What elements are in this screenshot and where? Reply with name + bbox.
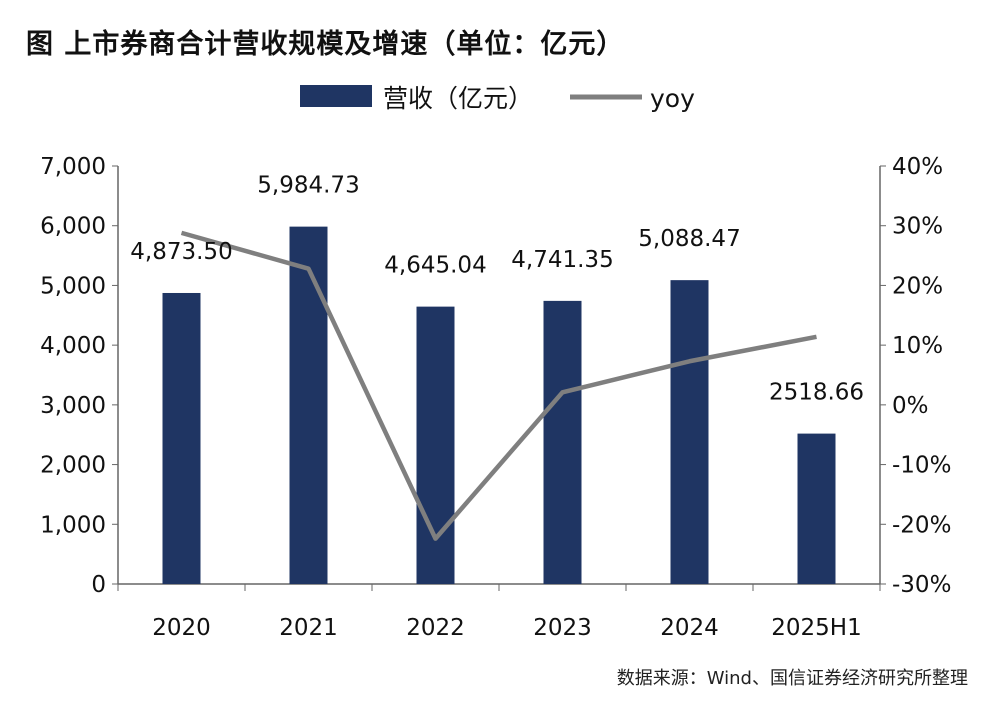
bar-2022 bbox=[416, 306, 455, 584]
right-tick-label: 30% bbox=[892, 214, 943, 240]
bar-2021 bbox=[289, 226, 328, 584]
bar-data-label: 5,088.47 bbox=[638, 226, 740, 252]
source-note: 数据来源：Wind、国信证券经济研究所整理 bbox=[616, 668, 968, 689]
bar-data-label: 4,741.35 bbox=[511, 247, 613, 273]
left-tick-label: 2,000 bbox=[40, 453, 106, 479]
bar-data-label: 5,984.73 bbox=[257, 173, 359, 199]
bar-2023 bbox=[543, 300, 582, 584]
left-tick-label: 6,000 bbox=[40, 214, 106, 240]
bar-data-label: 2518.66 bbox=[769, 380, 864, 406]
bar-2024 bbox=[670, 280, 709, 584]
left-tick-label: 7,000 bbox=[40, 154, 106, 180]
left-tick-label: 5,000 bbox=[40, 273, 106, 299]
right-tick-label: -20% bbox=[892, 512, 951, 538]
yoy-line bbox=[180, 230, 817, 541]
right-tick-label: -10% bbox=[892, 453, 951, 479]
bar-2020 bbox=[162, 292, 201, 584]
right-tick-label: 20% bbox=[892, 273, 943, 299]
bar-data-label: 4,645.04 bbox=[384, 253, 486, 279]
x-tick-label: 2021 bbox=[279, 615, 338, 641]
right-tick-label: 0% bbox=[892, 393, 929, 419]
x-tick-label: 2024 bbox=[660, 615, 719, 641]
x-tick-label: 2022 bbox=[406, 615, 465, 641]
legend-line-label: yoy bbox=[650, 84, 695, 113]
left-tick-label: 1,000 bbox=[40, 512, 106, 538]
legend-bar-label: 营收（亿元） bbox=[383, 84, 533, 113]
right-tick-label: -30% bbox=[892, 572, 951, 598]
bar-2025H1 bbox=[797, 433, 836, 584]
left-tick-label: 3,000 bbox=[40, 393, 106, 419]
bar-data-label: 4,873.50 bbox=[130, 239, 232, 265]
legend-bar-swatch bbox=[300, 85, 372, 107]
x-tick-label: 2023 bbox=[533, 615, 592, 641]
x-tick-label: 2025H1 bbox=[771, 615, 861, 641]
chart-title: 图 上市券商合计营收规模及增速（单位：亿元） bbox=[26, 29, 625, 60]
x-tick-label: 2020 bbox=[152, 615, 211, 641]
left-tick-label: 0 bbox=[91, 572, 106, 598]
right-tick-label: 10% bbox=[892, 333, 943, 359]
right-tick-label: 40% bbox=[892, 154, 943, 180]
left-tick-label: 4,000 bbox=[40, 333, 106, 359]
